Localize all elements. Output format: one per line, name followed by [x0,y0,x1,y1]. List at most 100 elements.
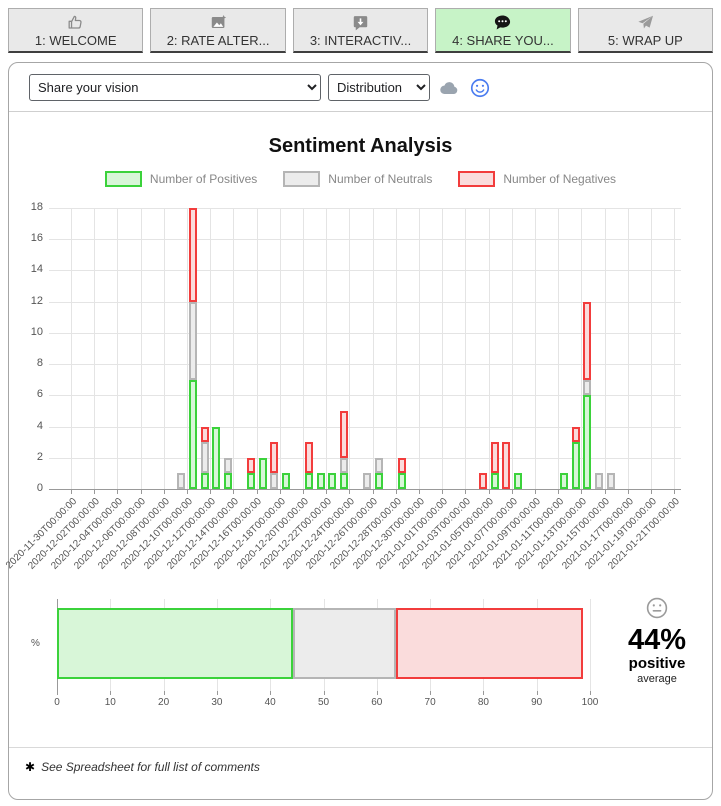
bar-segment [560,473,569,489]
tab-1[interactable]: 1: WELCOME [8,8,144,53]
bar-segment [583,301,592,380]
chart-title: Sentiment Analysis [268,135,453,157]
x-axis-line [49,489,681,490]
asterisk-icon: ✱ [25,760,36,774]
view-select[interactable]: Distribution [328,74,430,101]
dist-tick-label: 30 [211,697,223,708]
stacked-bar-2020-12-20 [305,442,313,489]
dist-tick-label: 40 [264,697,276,708]
tab-label: 2: RATE ALTER... [166,32,270,48]
bar-segment [212,426,221,489]
tab-label: 4: SHARE YOU... [452,32,554,48]
bar-segment [270,473,279,489]
stacked-bar-2020-12-21 [316,473,325,489]
question-select[interactable]: Share your vision [29,74,321,101]
stacked-bar-2020-12-16 [258,457,267,489]
y-tick-label: 16 [30,232,43,245]
dist-segment-positive [57,608,293,679]
stacked-bar-2021-01-04 [479,473,487,489]
bar-segment [200,442,209,474]
bar-segment [339,410,348,458]
stacked-bar-2021-01-12 [571,426,580,489]
stacked-bar-2020-12-18 [281,473,290,489]
stacked-bar-2020-12-28 [397,457,406,489]
results-panel: Share your vision Distribution Sentiment… [4,62,713,800]
bar-segment [177,473,186,489]
stacked-bar-2021-01-11 [560,473,569,489]
bar-segment [397,457,406,474]
bar-segment [490,442,499,474]
dist-tick-label: 80 [477,697,489,708]
tab-5[interactable]: 5: WRAP UP [577,8,714,53]
bar-segment [189,208,197,302]
y-tick-label: 0 [36,482,43,494]
tab-3[interactable]: 3: INTERACTIV... [292,8,429,53]
stacked-bar-2020-12-15 [247,457,255,489]
bar-segment [571,442,580,489]
bar-segment [281,473,290,489]
stacked-bar-2021-01-06 [502,442,511,489]
bar-segment [397,473,406,489]
bar-segment [606,473,615,489]
thumbs-up-icon [66,13,85,32]
summary-label: positive [628,655,686,673]
y-tick-label: 8 [36,357,43,370]
summary-sublabel: average [637,673,677,686]
y-tick-label: 6 [36,388,43,401]
dist-tick-label: 100 [581,697,599,708]
bar-segment [200,426,209,443]
bar-segment [374,473,383,489]
bar-segment [247,457,255,474]
bar-segment [513,473,522,489]
stacked-bar-2021-01-14 [595,473,603,489]
legend-item: Number of Neutrals [283,171,432,187]
bar-segment [595,473,603,489]
plot-area [49,208,681,490]
stacked-bar-2020-12-11 [200,426,209,489]
y-tick-label: 4 [36,419,43,432]
bar-segment [339,457,348,474]
smiley-icon[interactable] [469,77,491,99]
step-tab-bar: 1: WELCOME 2: RATE ALTER... 3: INTERACTIV.… [8,8,714,53]
legend-item: Number of Negatives [458,171,616,187]
legend-label: Number of Positives [149,172,258,186]
bar-segment [490,473,499,489]
tab-2[interactable]: 2: RATE ALTER... [150,8,286,53]
legend-label: Number of Negatives [503,172,617,186]
tab-4[interactable]: 4: SHARE YOU... [435,8,571,53]
dist-tick-label: 50 [317,697,330,708]
bar-segment [270,442,279,474]
bar-segment [583,395,592,489]
bar-segment [247,473,255,489]
bar-segment [479,473,487,489]
footer-note: ✱ See Spreadsheet for full list of commen… [25,760,260,774]
legend-swatch [104,171,142,187]
dist-tick-label: 70 [424,697,436,708]
chart-legend: Number of Positives Number of Neutrals Num… [9,171,712,187]
stacked-bar-2020-12-13 [223,457,232,489]
stacked-bar-2020-12-10 [189,208,197,489]
stacked-bar-2020-12-25 [363,473,371,489]
bar-segment [316,473,325,489]
bar-segment [223,473,232,489]
bar-segment [571,426,580,443]
bar-segment [200,473,209,489]
footer-divider [9,747,712,748]
cloud-icon[interactable] [438,77,460,99]
y-tick-label: 2 [36,450,43,463]
y-tick-label: 12 [30,294,43,307]
stacked-bar-2020-12-17 [270,442,279,489]
dist-segment-neutral [292,608,396,679]
toolbar: Share your vision Distribution [9,63,712,112]
bar-segment [363,473,371,489]
pin-download-icon [351,13,370,32]
stacked-bar-2020-12-09 [177,473,186,489]
bar-segment [305,473,313,489]
legend-label: Number of Neutrals [328,172,433,186]
bar-segment [258,457,267,489]
dist-tick-label: 10 [104,697,116,708]
sentiment-summary: 44% positive average [589,596,721,687]
summary-percent: 44% [627,624,687,656]
dist-tick-label: 20 [158,697,170,708]
y-tick-label: 14 [30,263,43,276]
